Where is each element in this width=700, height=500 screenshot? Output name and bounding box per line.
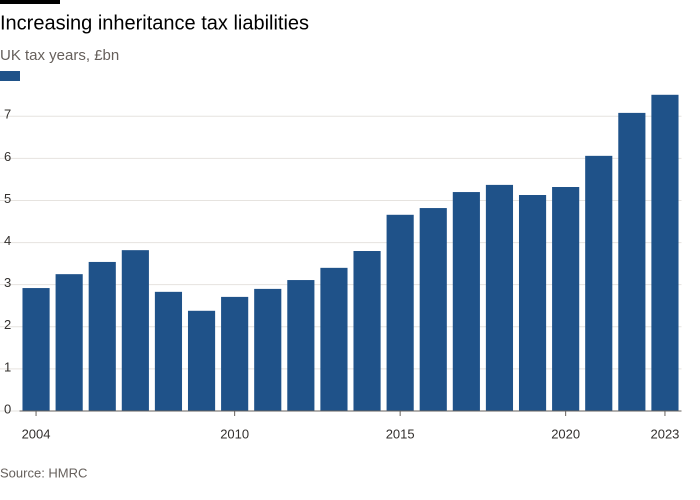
y-tick-label: 1 [4,359,11,374]
y-tick-label: 6 [4,149,11,164]
bar [55,274,83,411]
y-tick-label: 4 [4,233,11,248]
bar [452,192,480,411]
bar [585,155,613,411]
bar [518,195,547,411]
x-tick-label: 2020 [551,426,580,441]
chart-title: Increasing inheritance tax liabilities [0,12,309,34]
bar [485,184,514,411]
source: Source: HMRC [0,465,87,480]
x-tick-label: 2004 [22,426,51,441]
bar [22,288,50,411]
bar [121,250,149,411]
y-tick-label: 5 [4,191,11,206]
y-tick-label: 2 [4,317,11,332]
bar [254,288,282,411]
bar [154,291,183,411]
x-tick-label: 2010 [220,426,249,441]
bar [221,296,249,411]
y-tick-label: 0 [4,401,11,416]
bar [287,280,315,411]
x-tick-label: 2015 [386,426,415,441]
legend-swatch [0,71,20,81]
bar [618,112,646,411]
bar [88,261,116,411]
y-tick-label: 3 [4,275,11,290]
bar [651,94,679,411]
bar [419,208,447,411]
bar [552,187,580,411]
brand-bar [0,0,60,4]
bar [320,267,348,411]
bar [353,251,381,411]
y-tick-label: 7 [4,107,11,122]
bar [187,310,216,411]
x-tick-label: 2023 [650,426,679,441]
chart-subtitle: UK tax years, £bn [0,47,119,64]
bar [386,214,414,411]
